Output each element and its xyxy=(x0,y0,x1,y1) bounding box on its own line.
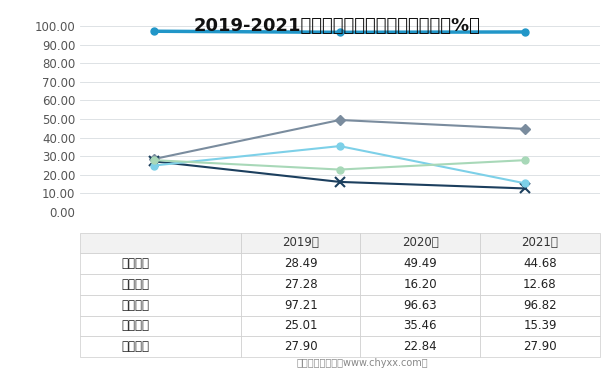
Text: 96.82: 96.82 xyxy=(523,299,557,312)
Text: 35.46: 35.46 xyxy=(403,320,437,333)
运盛医疗 xyxy=(336,144,343,148)
Text: 2021年: 2021年 xyxy=(521,236,558,249)
和仁科技 xyxy=(150,29,157,33)
延华智能 xyxy=(336,167,343,172)
Text: 97.21: 97.21 xyxy=(284,299,318,312)
Text: 运盛医疗: 运盛医疗 xyxy=(121,320,149,333)
Text: 27.90: 27.90 xyxy=(523,340,557,353)
延华智能 xyxy=(522,158,529,162)
Text: 22.84: 22.84 xyxy=(403,340,437,353)
Text: 49.49: 49.49 xyxy=(403,257,437,270)
Text: 27.90: 27.90 xyxy=(284,340,318,353)
Text: 制图：智研咨询（www.chyxx.com）: 制图：智研咨询（www.chyxx.com） xyxy=(297,357,428,368)
海峡创新 xyxy=(150,159,157,164)
Text: 28.49: 28.49 xyxy=(284,257,318,270)
Line: 万达信息: 万达信息 xyxy=(151,116,529,163)
Text: 16.20: 16.20 xyxy=(403,278,437,291)
Text: 25.01: 25.01 xyxy=(284,320,318,333)
万达信息 xyxy=(150,157,157,161)
Line: 海峡创新: 海峡创新 xyxy=(149,157,531,193)
Text: 15.39: 15.39 xyxy=(523,320,557,333)
Text: 2020年: 2020年 xyxy=(402,236,439,249)
Text: 27.28: 27.28 xyxy=(284,278,318,291)
运盛医疗 xyxy=(150,163,157,168)
海峡创新 xyxy=(522,186,529,191)
和仁科技 xyxy=(336,30,343,35)
延华智能 xyxy=(150,158,157,162)
Text: 96.63: 96.63 xyxy=(403,299,437,312)
Text: 2019-2021年五家企业智慧医卫业务占比（%）: 2019-2021年五家企业智慧医卫业务占比（%） xyxy=(193,17,480,35)
海峡创新 xyxy=(336,180,343,184)
Line: 延华智能: 延华智能 xyxy=(151,157,529,173)
Text: 44.68: 44.68 xyxy=(523,257,557,270)
和仁科技 xyxy=(522,30,529,34)
Text: 和仁科技: 和仁科技 xyxy=(121,299,149,312)
Text: 延华智能: 延华智能 xyxy=(121,340,149,353)
Line: 运盛医疗: 运盛医疗 xyxy=(151,142,529,187)
运盛医疗 xyxy=(522,181,529,186)
万达信息 xyxy=(336,118,343,122)
Text: 万达信息: 万达信息 xyxy=(121,257,149,270)
Line: 和仁科技: 和仁科技 xyxy=(151,28,529,36)
Text: 海峡创新: 海峡创新 xyxy=(121,278,149,291)
Text: 12.68: 12.68 xyxy=(523,278,557,291)
Text: 2019年: 2019年 xyxy=(282,236,319,249)
万达信息 xyxy=(522,127,529,131)
